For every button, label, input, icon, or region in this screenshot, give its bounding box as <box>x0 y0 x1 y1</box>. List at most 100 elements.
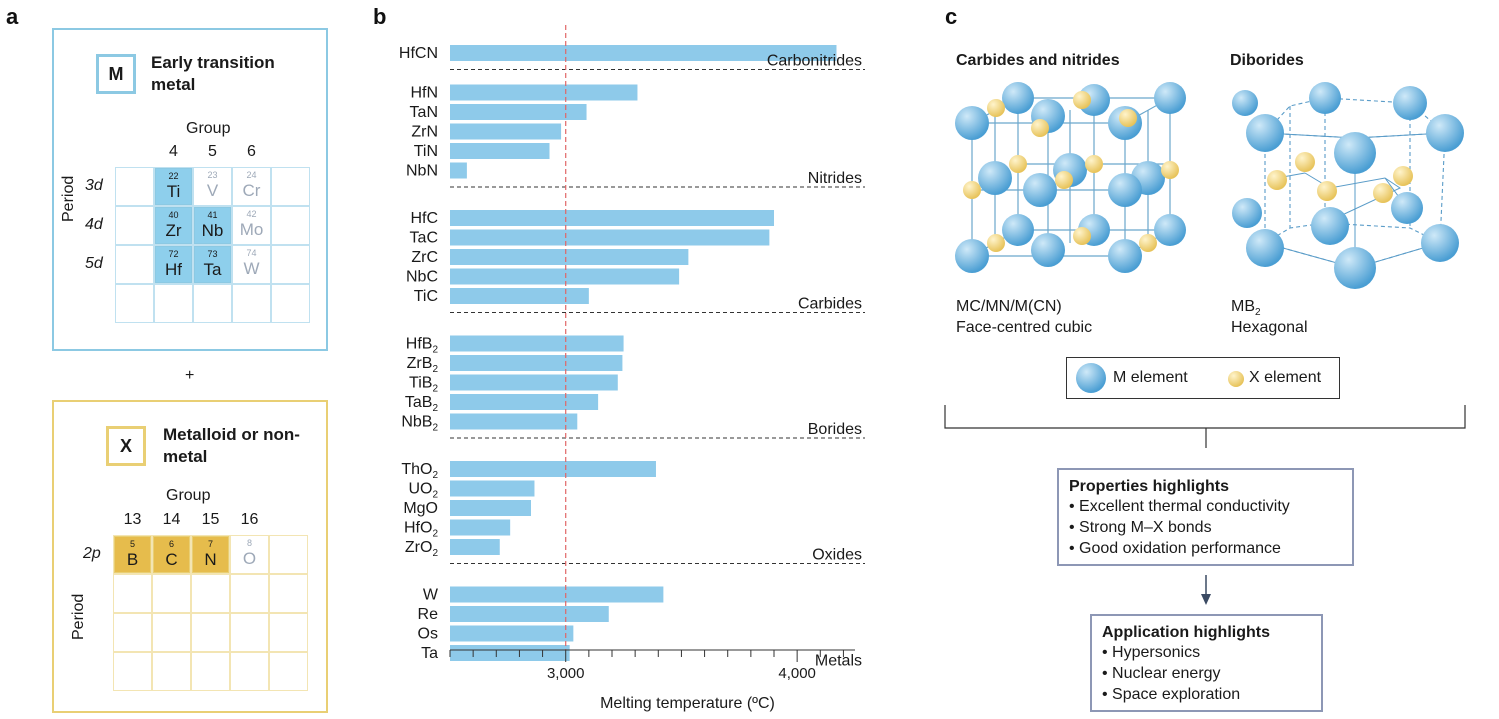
bar-label: UO2 <box>408 481 438 501</box>
bar-hfn <box>450 84 638 101</box>
bar-label: ZrN <box>411 124 438 141</box>
grid-cell <box>193 167 232 206</box>
atomic-number: 72 <box>168 249 179 259</box>
element-symbol: Mo <box>239 220 264 239</box>
bar-nbb2 <box>450 413 578 430</box>
bar-os <box>450 625 574 642</box>
plus-sign: + <box>185 367 195 384</box>
bar-label: HfN <box>410 85 438 102</box>
x-tick-label: 4,000 <box>778 665 816 682</box>
atomic-number: 74 <box>246 248 257 258</box>
grid-cell <box>191 652 230 691</box>
grid-cell <box>232 167 271 206</box>
grid-cell <box>232 245 271 284</box>
atomic-number: 23 <box>207 170 218 180</box>
list-item: • Space exploration <box>1102 686 1241 703</box>
element-symbol: Ti <box>166 182 181 201</box>
melting-temperature-chart: HfCN Carbonitrides HfN TaN ZrN TiN NbN Nitrides… <box>399 25 865 712</box>
bar-hfb2 <box>450 335 624 352</box>
element-cell-ti: 22 Ti <box>155 168 192 205</box>
group-label-carbides: Carbides <box>798 296 862 313</box>
grid-cell <box>154 167 193 206</box>
element-cell-w: 74 W <box>233 246 270 283</box>
bar-label: Re <box>418 606 439 623</box>
element-cell-nb: 41 Nb <box>194 207 231 244</box>
bar-tic <box>450 288 589 304</box>
properties-list: • Excellent thermal conductivity • Stron… <box>1069 496 1352 559</box>
bar-label: HfB2 <box>406 336 439 356</box>
m-period-label: Period <box>60 175 77 222</box>
group-number: 15 <box>201 511 220 528</box>
bar-ta <box>450 645 570 661</box>
bar-nbc <box>450 268 680 285</box>
grid-cell <box>152 613 191 652</box>
bar-label: HfCN <box>399 45 438 62</box>
element-cell-cr: 24 Cr <box>233 168 270 205</box>
period-number: 5d <box>85 255 103 272</box>
atomic-number: 40 <box>168 210 179 220</box>
bar-zro2 <box>450 539 500 555</box>
hex-structure-name: Hexagonal <box>1231 319 1308 336</box>
bar-label: TiC <box>414 288 438 305</box>
grid-cell <box>191 613 230 652</box>
grid-cell <box>271 284 310 323</box>
x-axis-label: Melting temperature (ºC) <box>600 695 775 712</box>
carbides-title: Carbides and nitrides <box>956 52 1120 69</box>
grid-cell <box>269 574 308 613</box>
period-number: 2p <box>83 545 101 562</box>
m-box-title: Early transition metal <box>151 53 275 94</box>
grid-cell <box>269 652 308 691</box>
element-symbol: N <box>204 550 217 569</box>
element-symbol: B <box>126 550 139 569</box>
element-symbol: Nb <box>201 221 224 240</box>
grid-cell <box>193 245 232 284</box>
bar-tac <box>450 229 770 246</box>
applications-list: • Hypersonics • Nuclear energy • Space e… <box>1102 642 1321 705</box>
atom-legend: M element X element <box>1066 357 1340 399</box>
bar-label: ThO2 <box>401 461 438 481</box>
bar-mgo <box>450 500 531 516</box>
element-symbol: Hf <box>165 260 182 279</box>
group-number: 14 <box>162 511 181 528</box>
group-label-oxides: Oxides <box>812 547 862 564</box>
atomic-number: 22 <box>168 171 179 181</box>
x-element-swatch <box>1228 371 1244 387</box>
x-group-label: Group <box>166 487 211 504</box>
bar-label: HfO2 <box>404 520 438 540</box>
bar-hfo2 <box>450 519 511 536</box>
m-group-label: Group <box>186 120 231 137</box>
bar-zrn <box>450 123 562 140</box>
list-item: • Excellent thermal conductivity <box>1069 498 1290 515</box>
element-symbol: Cr <box>242 181 261 200</box>
bar-zrc <box>450 249 689 265</box>
bar-tin <box>450 143 550 159</box>
bar-label: NbB2 <box>401 414 438 434</box>
hexagonal-crystal-structure <box>1232 82 1464 289</box>
bar-label: W <box>423 587 439 604</box>
m-element-legend-label: M element <box>1113 369 1188 386</box>
element-cell-v: 23 V <box>194 168 231 205</box>
grid-cell <box>271 245 310 284</box>
bar-nbn <box>450 162 467 179</box>
group-number: 16 <box>240 511 259 528</box>
bar-label: TiB2 <box>409 375 438 395</box>
element-symbol: Zr <box>165 221 182 240</box>
element-cell-mo: 42 Mo <box>233 207 270 244</box>
properties-box: Properties highlights • Excellent therma… <box>1057 468 1354 566</box>
element-cell-zr: 40 Zr <box>155 207 192 244</box>
bar-re <box>450 606 609 622</box>
bar-label: Os <box>418 626 438 643</box>
x-element-legend-label: X element <box>1249 369 1322 386</box>
bar-label: TiN <box>414 143 438 160</box>
grid-cell <box>230 652 269 691</box>
x-element-box <box>52 400 328 713</box>
group-number: 13 <box>123 511 142 528</box>
atomic-number: 73 <box>207 249 218 259</box>
grid-cell <box>152 535 191 574</box>
atomic-number: 8 <box>246 538 252 548</box>
grid-cell <box>113 613 152 652</box>
group-number: 6 <box>247 143 256 160</box>
element-cell-hf: 72 Hf <box>155 246 192 283</box>
